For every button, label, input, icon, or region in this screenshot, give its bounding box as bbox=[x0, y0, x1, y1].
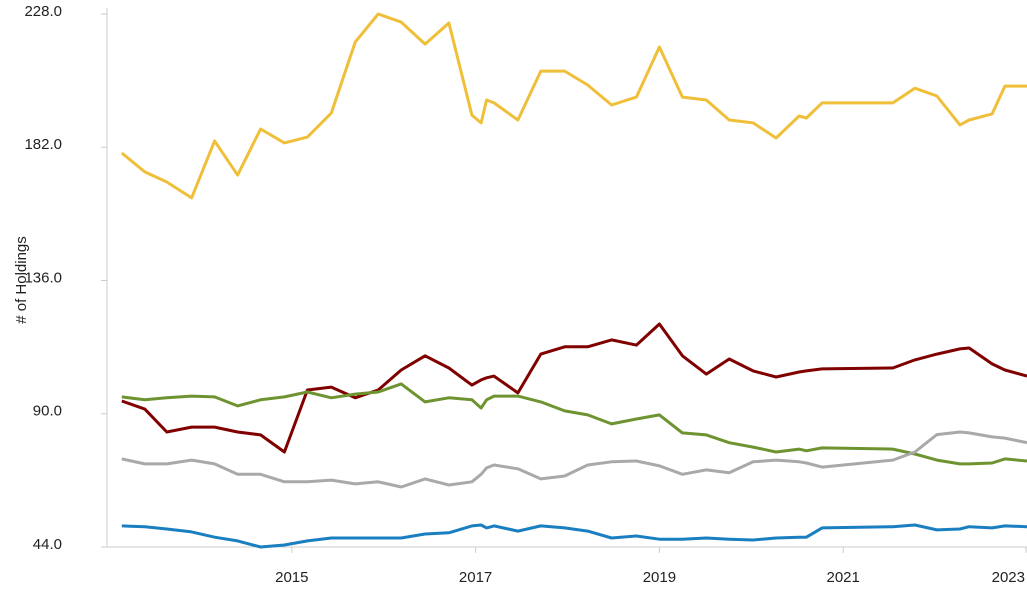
y-axis-title: # of Holdings bbox=[13, 236, 30, 324]
y-tick-label: 44.0 bbox=[33, 536, 62, 553]
y-tick-label: 182.0 bbox=[24, 136, 62, 153]
series-line bbox=[121, 322, 1027, 454]
y-tick-label: 136.0 bbox=[24, 269, 62, 286]
x-tick-label: 2017 bbox=[459, 569, 492, 586]
x-tick-label: 2023 bbox=[992, 569, 1025, 586]
series-line bbox=[120, 12, 1027, 200]
x-tick-label: 2021 bbox=[827, 569, 860, 586]
x-tick-label: 2019 bbox=[643, 569, 676, 586]
series-line bbox=[121, 382, 1027, 466]
series-line bbox=[121, 430, 1027, 489]
y-tick-label: 90.0 bbox=[33, 403, 62, 420]
x-tick-label: 2015 bbox=[275, 569, 308, 586]
y-tick-label: 228.0 bbox=[24, 3, 62, 20]
series-line bbox=[121, 523, 1027, 549]
